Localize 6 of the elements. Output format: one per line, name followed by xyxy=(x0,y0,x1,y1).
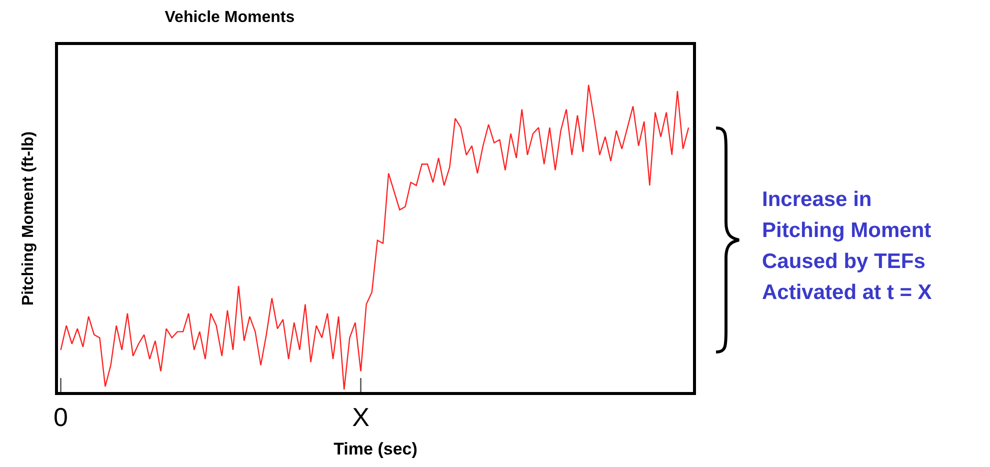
y-axis-title: Pitching Moment (ft-lb) xyxy=(20,131,37,306)
x-axis-title: Time (sec) xyxy=(334,440,418,459)
x-tick-label: 0 xyxy=(54,402,68,432)
x-tick-label: X xyxy=(352,402,370,432)
text: Increase in Pitching Moment Caused by TEFs Activated at t = X xyxy=(762,187,932,306)
chart-title: Vehicle Moments xyxy=(164,8,295,26)
